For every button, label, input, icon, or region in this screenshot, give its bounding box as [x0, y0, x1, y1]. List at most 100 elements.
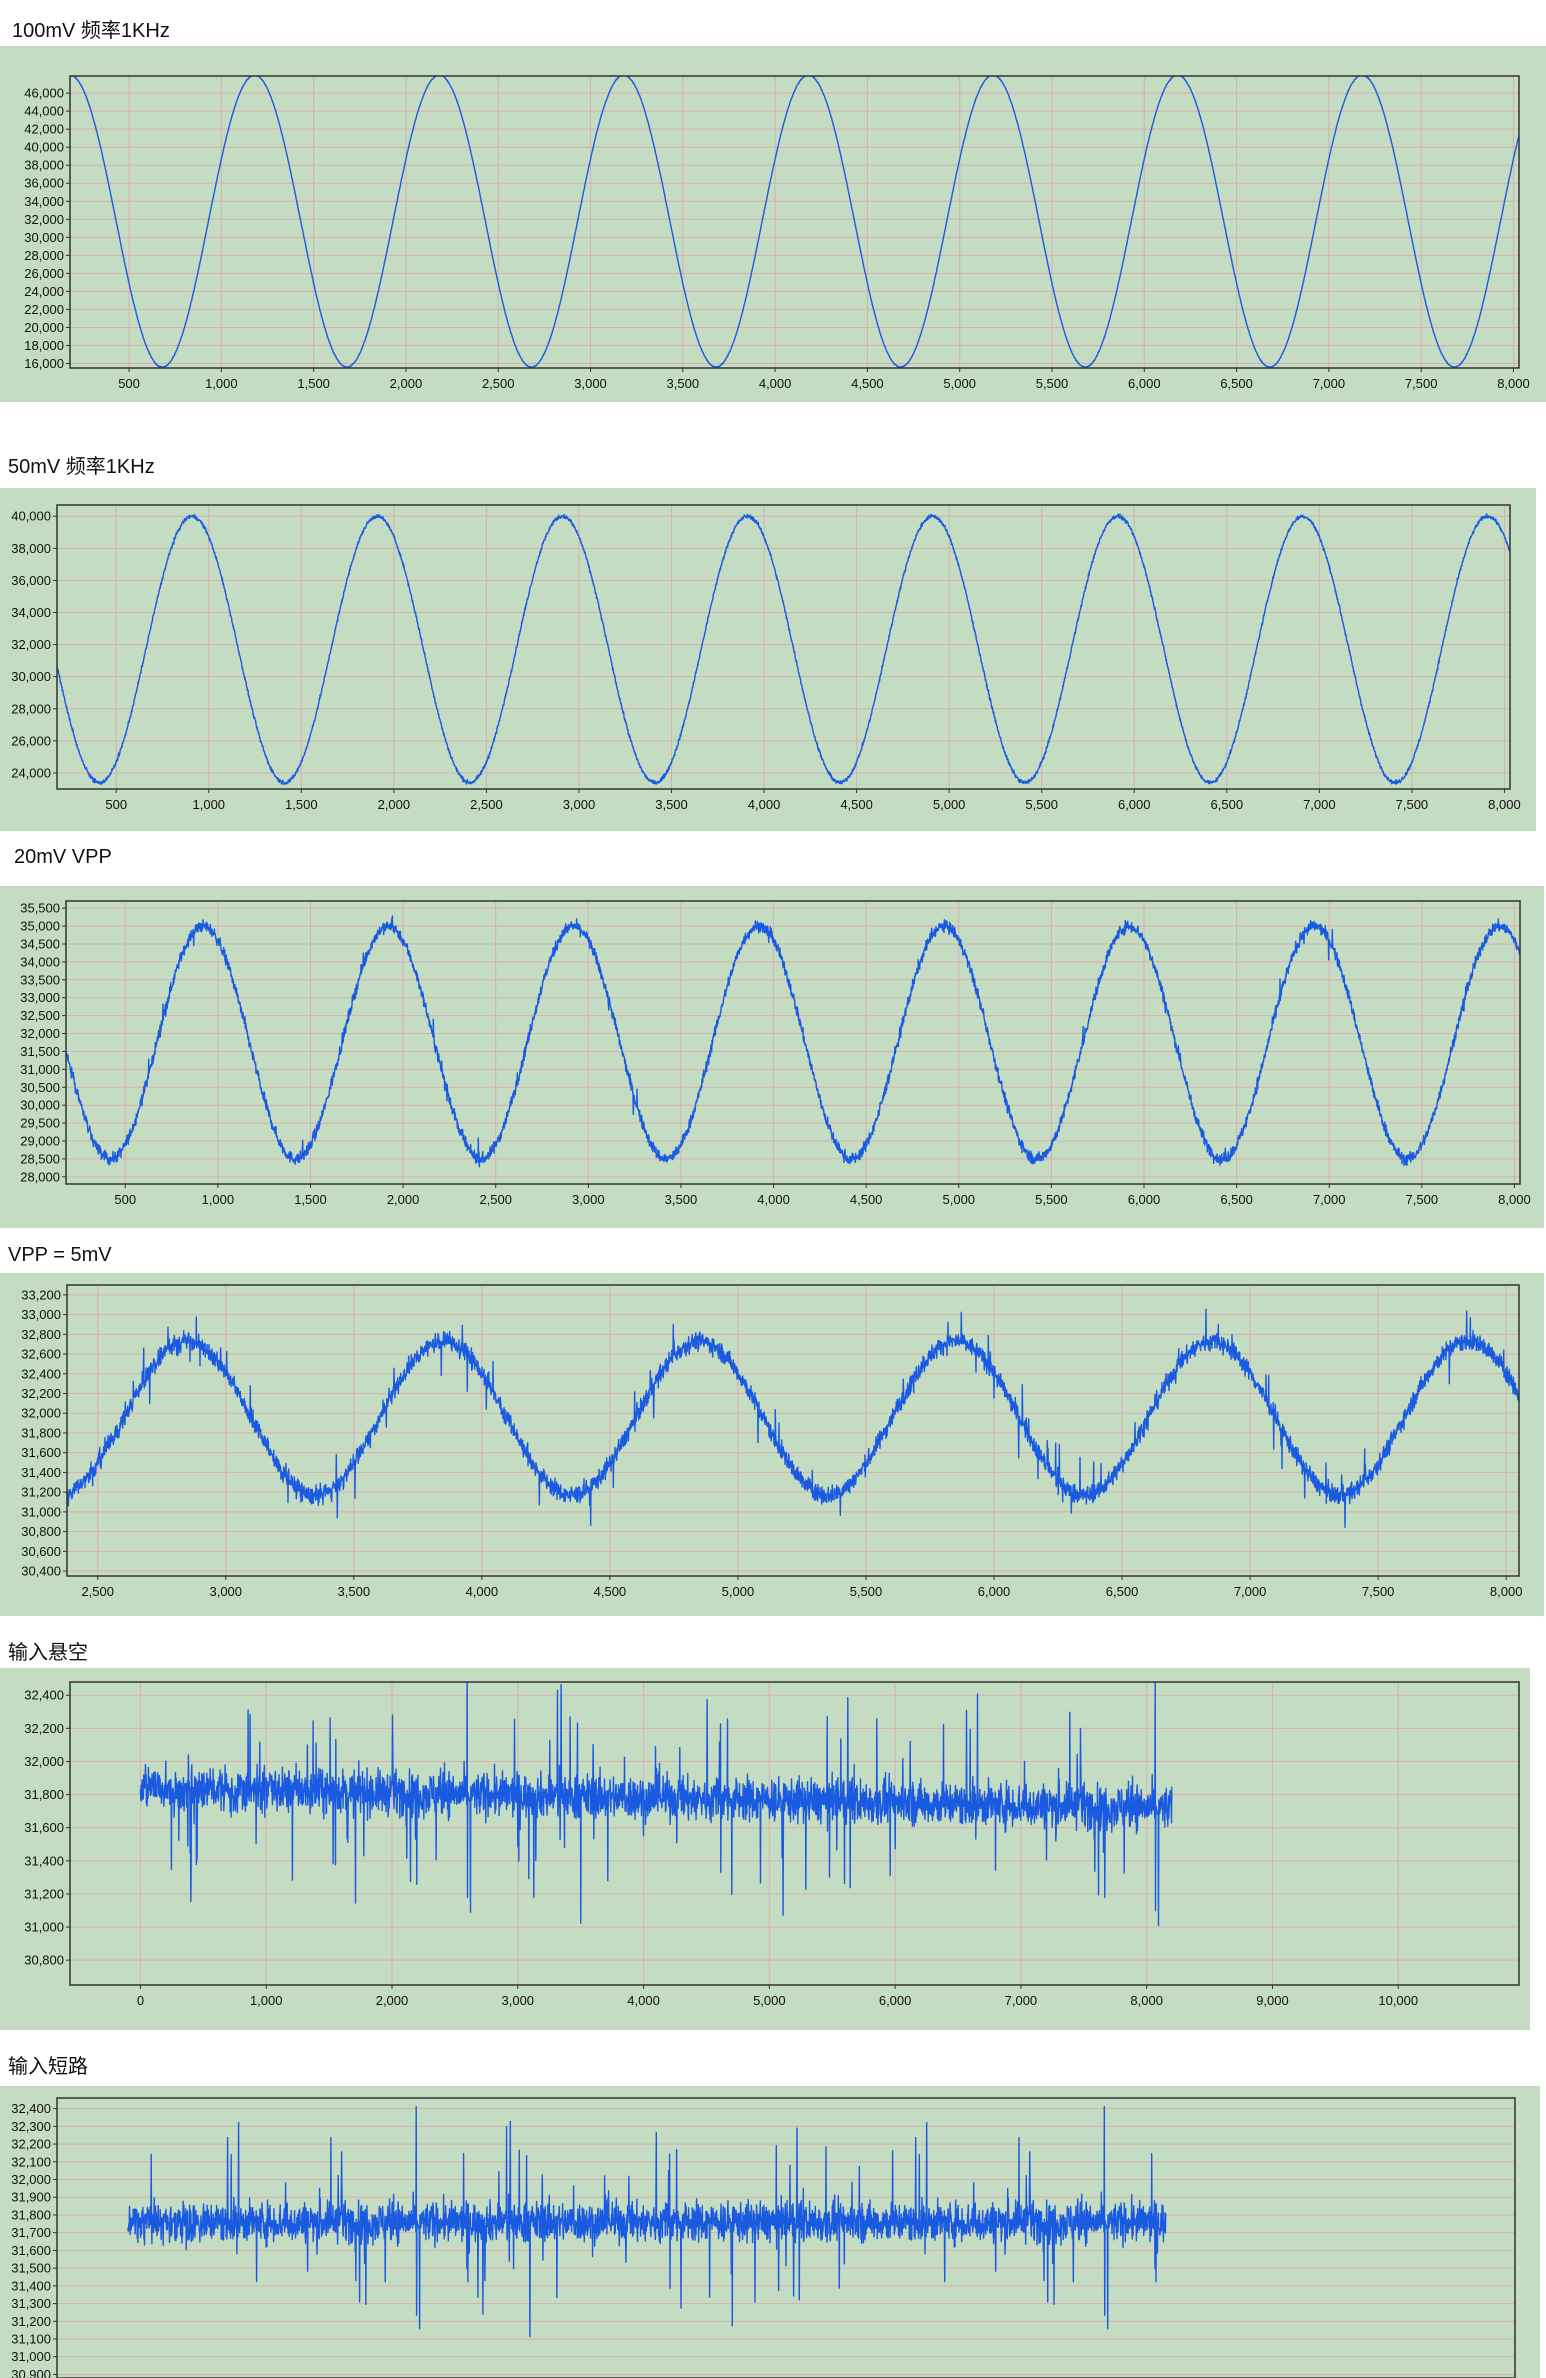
x-tick-label: 2,000	[376, 1993, 409, 2008]
x-tick-label: 4,500	[840, 797, 873, 812]
y-tick-label: 32,000	[20, 1026, 60, 1041]
y-tick-label: 31,400	[24, 1853, 64, 1868]
y-tick-label: 32,400	[24, 1688, 64, 1703]
y-tick-label: 26,000	[11, 733, 51, 748]
y-tick-label: 32,000	[24, 1754, 64, 1769]
y-tick-label: 32,000	[11, 2172, 51, 2187]
plot-area	[57, 505, 1510, 789]
y-tick-label: 31,000	[24, 1920, 64, 1935]
x-tick-label: 6,500	[1220, 1192, 1253, 1207]
x-tick-label: 4,500	[850, 1192, 883, 1207]
y-tick-label: 31,500	[11, 2261, 51, 2276]
y-tick-label: 31,200	[11, 2314, 51, 2329]
x-tick-label: 5,000	[943, 376, 976, 391]
x-tick-label: 0	[137, 1993, 144, 2008]
x-tick-label: 3,500	[655, 797, 688, 812]
y-tick-label: 32,200	[21, 1386, 61, 1401]
y-tick-label: 32,400	[21, 1366, 61, 1381]
x-tick-label: 5,500	[850, 1584, 883, 1599]
y-tick-label: 18,000	[24, 338, 64, 353]
y-tick-label: 30,900	[11, 2367, 51, 2378]
x-tick-label: 7,000	[1313, 376, 1346, 391]
y-tick-label: 36,000	[24, 176, 64, 191]
y-tick-label: 31,600	[21, 1445, 61, 1460]
x-tick-label: 3,000	[572, 1192, 605, 1207]
y-tick-label: 31,200	[21, 1485, 61, 1500]
y-tick-label: 32,000	[21, 1406, 61, 1421]
y-tick-label: 34,000	[20, 954, 60, 969]
x-tick-label: 2,000	[387, 1192, 420, 1207]
y-tick-label: 33,500	[20, 972, 60, 987]
plot-frame	[66, 1284, 1520, 1577]
y-tick-label: 31,800	[24, 1787, 64, 1802]
x-tick-label: 3,000	[502, 1993, 535, 2008]
x-tick-label: 9,000	[1256, 1993, 1289, 2008]
y-tick-label: 32,500	[20, 1008, 60, 1023]
chart-panel-3: 28,000 28,500 29,000 29,500 30,000 30,500 31,0…	[0, 886, 1544, 1228]
plot-frame	[56, 504, 1511, 790]
x-tick-label: 2,500	[479, 1192, 512, 1207]
x-tick-label: 8,000	[1130, 1993, 1163, 2008]
x-tick-label: 4,000	[466, 1584, 499, 1599]
x-tick-label: 6,500	[1106, 1584, 1139, 1599]
x-tick-label: 1,500	[297, 376, 330, 391]
y-tick-label: 31,000	[20, 1062, 60, 1077]
y-tick-label: 31,800	[21, 1425, 61, 1440]
x-tick-label: 1,000	[250, 1993, 283, 2008]
waveform-series	[127, 2105, 1167, 2338]
x-tick-label: 7,000	[1005, 1993, 1038, 2008]
y-tick-label: 34,500	[20, 936, 60, 951]
y-tick-label: 30,000	[24, 230, 64, 245]
x-tick-label: 2,500	[482, 376, 515, 391]
x-tick-label: 7,000	[1313, 1192, 1346, 1207]
y-tick-label: 44,000	[24, 104, 64, 119]
x-tick-label: 3,500	[665, 1192, 698, 1207]
y-tick-label: 31,800	[11, 2207, 51, 2222]
plot-area	[70, 1682, 1519, 1985]
waveform-series	[66, 915, 1520, 1168]
y-tick-label: 40,000	[11, 509, 51, 524]
y-tick-label: 34,000	[24, 194, 64, 209]
y-tick-label: 32,400	[11, 2101, 51, 2116]
chart-title-4: VPP = 5mV	[8, 1244, 112, 1266]
y-tick-label: 36,000	[11, 573, 51, 588]
x-tick-label: 4,500	[594, 1584, 627, 1599]
y-tick-label: 31,300	[11, 2296, 51, 2311]
x-tick-label: 6,000	[1128, 1192, 1161, 1207]
x-tick-label: 1,000	[193, 797, 226, 812]
plot-frame	[69, 1681, 1520, 1986]
x-tick-label: 4,000	[757, 1192, 790, 1207]
chart-panel-1: 16,000 18,000 20,000 22,000 24,000 26,000 28,0…	[0, 46, 1546, 402]
y-tick-label: 32,000	[24, 212, 64, 227]
y-tick-label: 28,000	[20, 1169, 60, 1184]
x-tick-label: 3,000	[563, 797, 596, 812]
plot-frame	[56, 2097, 1516, 2378]
x-tick-label: 8,000	[1497, 376, 1530, 391]
y-tick-label: 16,000	[24, 356, 64, 371]
x-tick-label: 5,000	[753, 1993, 786, 2008]
y-tick-label: 28,500	[20, 1151, 60, 1166]
x-tick-label: 6,000	[1128, 376, 1161, 391]
y-tick-label: 30,400	[21, 1564, 61, 1579]
x-tick-label: 8,000	[1498, 1192, 1531, 1207]
x-tick-label: 5,000	[722, 1584, 755, 1599]
x-tick-label: 3,500	[667, 376, 700, 391]
y-tick-label: 34,000	[11, 605, 51, 620]
x-tick-label: 8,000	[1490, 1584, 1523, 1599]
x-tick-label: 2,500	[470, 797, 503, 812]
y-tick-label: 33,200	[21, 1287, 61, 1302]
y-tick-label: 33,000	[20, 990, 60, 1005]
chart-title-1: 100mV 频率1KHz	[12, 20, 170, 42]
x-tick-label: 3,000	[209, 1584, 242, 1599]
y-tick-label: 32,200	[11, 2137, 51, 2152]
x-tick-label: 500	[118, 376, 140, 391]
x-tick-label: 10,000	[1378, 1993, 1418, 2008]
y-tick-label: 24,000	[24, 284, 64, 299]
plot-frame	[69, 75, 1520, 369]
y-tick-label: 20,000	[24, 320, 64, 335]
y-tick-label: 22,000	[24, 302, 64, 317]
y-tick-label: 30,500	[20, 1080, 60, 1095]
y-tick-label: 31,400	[11, 2278, 51, 2293]
y-tick-label: 46,000	[24, 86, 64, 101]
plot-area	[67, 1285, 1519, 1576]
